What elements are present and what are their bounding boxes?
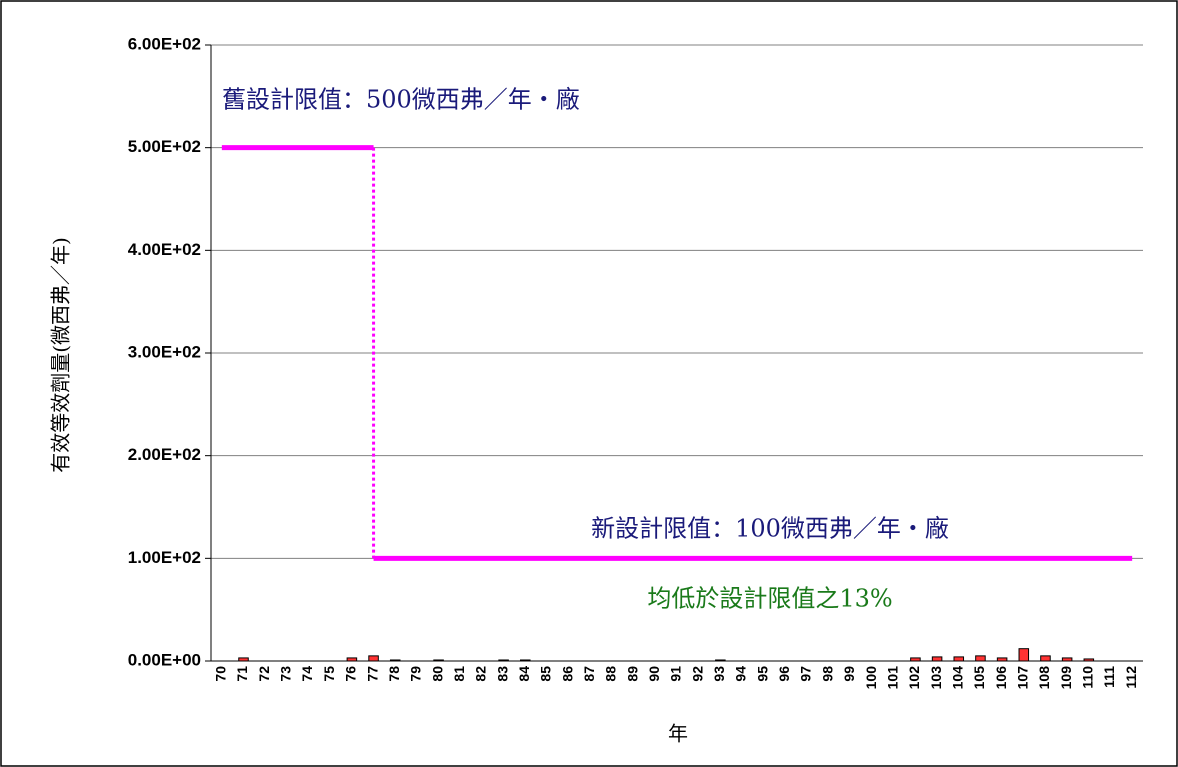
x-tick-label: 100 bbox=[863, 666, 879, 690]
bar bbox=[910, 657, 921, 662]
x-tick-label: 74 bbox=[299, 666, 315, 682]
bar bbox=[1040, 655, 1051, 662]
bar bbox=[520, 659, 531, 662]
bar bbox=[931, 656, 943, 662]
x-tick-label: 90 bbox=[646, 666, 662, 682]
x-tick-label: 75 bbox=[321, 666, 337, 682]
x-tick-label: 79 bbox=[408, 666, 424, 682]
bar bbox=[996, 657, 1008, 662]
x-tick-label: 111 bbox=[1101, 666, 1117, 688]
x-tick-label: 80 bbox=[429, 666, 445, 682]
bar bbox=[1083, 658, 1095, 662]
x-tick-label: 101 bbox=[884, 666, 900, 690]
x-tick-label: 70 bbox=[213, 666, 229, 682]
bar bbox=[346, 657, 358, 662]
x-tick-label: 91 bbox=[668, 666, 684, 682]
x-tick-label: 103 bbox=[928, 666, 944, 690]
bar bbox=[433, 659, 444, 662]
x-tick-label: 81 bbox=[451, 666, 467, 682]
bar bbox=[498, 659, 509, 662]
x-tick-label: 102 bbox=[906, 666, 922, 690]
x-tick-label: 88 bbox=[603, 666, 619, 682]
bar bbox=[389, 659, 401, 662]
y-axis-title: 有效等效劑量(微西弗／年) bbox=[49, 237, 73, 473]
y-tick-label: 3.00E+02 bbox=[128, 342, 201, 361]
x-tick-label: 98 bbox=[819, 666, 835, 682]
x-tick-label: 89 bbox=[624, 666, 640, 682]
bar bbox=[953, 656, 965, 662]
x-tick-label: 94 bbox=[733, 666, 749, 682]
x-tick-label: 105 bbox=[971, 666, 987, 690]
x-tick-label: 87 bbox=[581, 666, 597, 682]
x-tick-label: 76 bbox=[343, 666, 359, 682]
x-tick-label: 106 bbox=[993, 666, 1009, 690]
x-tick-label: 112 bbox=[1123, 666, 1139, 689]
annotation: 舊設計限值：500微西弗／年・廠 bbox=[222, 86, 580, 114]
x-tick-label: 82 bbox=[473, 666, 489, 682]
x-tick-label: 110 bbox=[1080, 666, 1096, 689]
x-tick-label: 107 bbox=[1014, 666, 1030, 690]
x-tick-label: 97 bbox=[798, 666, 814, 682]
x-tick-label: 86 bbox=[559, 666, 575, 682]
x-tick-label: 92 bbox=[689, 666, 705, 682]
x-tick-label: 93 bbox=[711, 666, 727, 682]
x-axis-title: 年 bbox=[668, 722, 688, 746]
y-tick-label: 1.00E+02 bbox=[128, 548, 201, 567]
x-tick-label: 108 bbox=[1036, 666, 1052, 690]
x-tick-label: 99 bbox=[841, 666, 857, 682]
x-tick-label: 72 bbox=[256, 666, 272, 682]
bar bbox=[715, 659, 726, 662]
x-tick-label: 95 bbox=[754, 666, 770, 682]
bar bbox=[975, 655, 986, 662]
annotation: 均低於設計限值之13% bbox=[647, 585, 892, 613]
bar bbox=[1018, 648, 1030, 662]
y-tick-label: 4.00E+02 bbox=[128, 240, 201, 259]
x-tick-label: 83 bbox=[494, 666, 510, 682]
x-tick-label: 104 bbox=[949, 666, 965, 690]
annotation: 新設計限值：100微西弗／年・廠 bbox=[591, 515, 949, 543]
y-tick-label: 2.00E+02 bbox=[128, 445, 201, 464]
y-tick-label: 6.00E+02 bbox=[128, 34, 201, 53]
x-tick-label: 77 bbox=[364, 666, 380, 682]
x-tick-label: 85 bbox=[538, 666, 554, 682]
bar bbox=[368, 655, 379, 662]
x-tick-label: 73 bbox=[278, 666, 294, 682]
x-tick-label: 71 bbox=[234, 666, 250, 682]
x-tick-label: 78 bbox=[386, 666, 402, 682]
bar bbox=[1061, 657, 1073, 662]
bar bbox=[238, 657, 249, 662]
x-tick-label: 84 bbox=[516, 666, 532, 682]
x-tick-label: 96 bbox=[776, 666, 792, 682]
y-tick-label: 5.00E+02 bbox=[128, 137, 201, 156]
y-tick-label: 0.00E+00 bbox=[128, 650, 201, 669]
x-tick-label: 109 bbox=[1058, 666, 1074, 690]
